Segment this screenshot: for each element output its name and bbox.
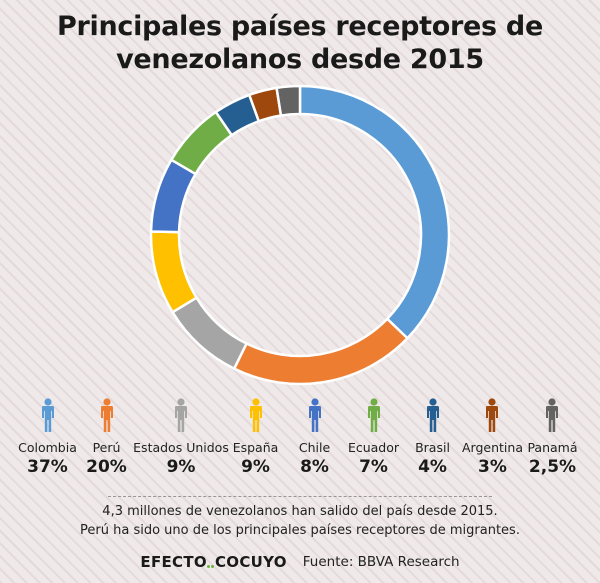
legend-value: 20% xyxy=(86,457,127,477)
legend-item-espana: España 9% xyxy=(226,398,285,477)
legend-item-brasil: Brasil 4% xyxy=(403,398,462,477)
person-icon xyxy=(308,398,321,432)
donut-slice-peru xyxy=(232,317,409,386)
person-icon xyxy=(367,398,380,432)
footnote-line1: 4,3 millones de venezolanos han salido d… xyxy=(102,504,498,519)
legend-label: Argentina xyxy=(462,440,523,455)
legend-item-estados-unidos: Estados Unidos 9% xyxy=(133,398,229,477)
donut-slice-estados-unidos xyxy=(171,296,248,370)
brand-logo: EFECTO COCUYO xyxy=(140,553,286,571)
chart-title-line2: venezolanos desde 2015 xyxy=(116,44,484,75)
brand-dots-icon xyxy=(206,555,215,570)
chart-title: Principales países receptores de venezol… xyxy=(0,10,600,76)
dashed-divider xyxy=(108,496,492,497)
person-icon xyxy=(426,398,439,432)
footnote: 4,3 millones de venezolanos han salido d… xyxy=(0,502,600,540)
person-icon xyxy=(41,398,54,432)
legend-value: 9% xyxy=(166,457,196,477)
donut-chart xyxy=(149,84,451,386)
donut-slice-espana xyxy=(149,230,198,314)
legend-label: Colombia xyxy=(18,440,77,455)
person-icon xyxy=(100,398,113,432)
donut-slice-colombia xyxy=(298,84,451,340)
donut-slice-panama xyxy=(275,84,302,117)
source-label: Fuente: BBVA Research xyxy=(302,554,460,570)
legend-label: Perú xyxy=(92,440,121,455)
legend-value: 3% xyxy=(478,457,507,477)
person-icon xyxy=(546,398,559,432)
legend-item-peru: Perú 20% xyxy=(77,398,136,477)
legend-value: 8% xyxy=(300,457,329,477)
legend-item-colombia: Colombia 37% xyxy=(18,398,77,477)
footer: EFECTO COCUYO Fuente: BBVA Research xyxy=(0,553,600,571)
person-icon xyxy=(486,398,499,432)
footnote-line2: Perú ha sido uno de los principales país… xyxy=(80,523,520,538)
legend-item-argentina: Argentina 3% xyxy=(462,398,523,477)
brand-logo-left: EFECTO xyxy=(140,553,207,571)
legend-label: Panamá xyxy=(527,440,578,455)
legend-value: 9% xyxy=(241,457,270,477)
person-icon xyxy=(249,398,262,432)
legend-value: 4% xyxy=(418,457,447,477)
legend-value: 2,5% xyxy=(528,457,577,477)
person-icon xyxy=(175,398,187,432)
legend-item-chile: Chile 8% xyxy=(285,398,344,477)
legend-label: Estados Unidos xyxy=(133,440,229,455)
legend-label: España xyxy=(232,440,279,455)
chart-title-line1: Principales países receptores de xyxy=(57,11,543,42)
legend-value: 7% xyxy=(359,457,388,477)
brand-logo-right: COCUYO xyxy=(214,553,287,571)
legend-value: 37% xyxy=(27,457,68,477)
legend: Colombia 37% Perú 20% Estados Unidos 9% España… xyxy=(18,398,582,477)
legend-label: Chile xyxy=(298,440,331,455)
legend-label: Ecuador xyxy=(347,440,400,455)
legend-item-ecuador: Ecuador 7% xyxy=(344,398,403,477)
legend-item-panama: Panamá 2,5% xyxy=(523,398,582,477)
legend-label: Brasil xyxy=(415,440,450,455)
